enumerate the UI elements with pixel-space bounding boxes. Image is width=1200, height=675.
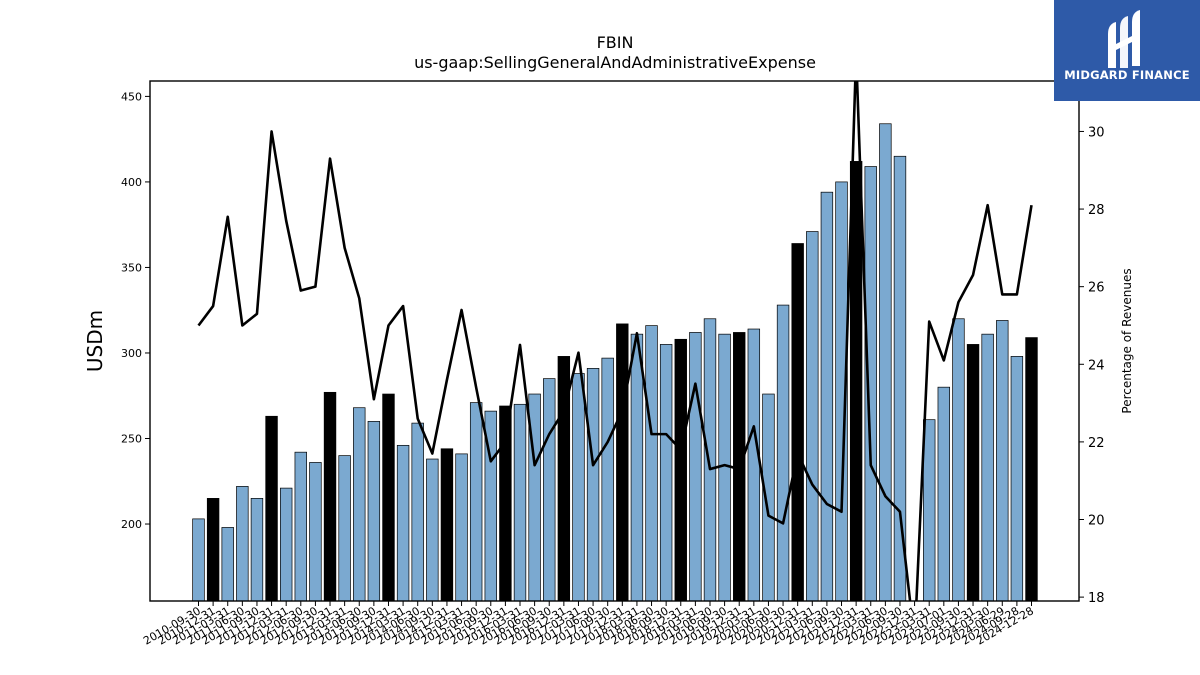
bar [645,325,658,602]
y-tick-label: 200 [121,518,142,531]
brand-logo: MIDGARD FINANCE [1054,0,1200,101]
y2-axis-label: Percentage of Revenues [1120,268,1134,413]
y-axis-label: USDm [83,310,107,372]
bar [937,386,951,602]
bar [469,402,483,602]
bar [206,498,220,602]
bar [455,453,468,602]
bar [323,391,337,602]
bar [776,304,790,602]
bar [981,333,994,602]
bar [879,123,892,602]
bar [396,444,410,602]
bar [572,373,585,602]
y2-tick-label: 26 [1088,281,1105,296]
line-segment [915,203,1033,601]
bar [849,161,863,602]
bar [221,527,234,602]
bar [294,451,307,602]
bar [806,231,819,602]
brand-name: MIDGARD FINANCE [1064,68,1190,82]
bar [250,498,264,602]
bar [338,455,351,602]
bar [279,487,293,602]
bar [265,415,278,602]
y-tick-label: 300 [121,347,142,360]
bar [893,155,907,602]
bar [703,318,717,602]
bar [426,458,439,602]
bar [659,344,673,602]
y2-tick-label: 18 [1088,591,1105,606]
chart-subtitle: us-gaap:SellingGeneralAndAdministrativeE… [414,53,816,72]
y2-tick-label: 20 [1088,514,1105,529]
bar [791,243,804,602]
bar [586,368,600,602]
bar [353,407,366,602]
midgard-logo-icon [1108,10,1140,68]
bar [601,357,614,602]
line-series [197,81,1033,601]
bar [543,378,556,602]
line-segment [197,81,912,601]
bar [1010,356,1024,602]
bar [411,422,424,602]
bar [923,419,936,602]
bar [1025,337,1038,602]
y-tick-label: 250 [121,433,142,446]
bar [689,332,702,602]
y-tick-label: 450 [121,90,142,103]
bar [820,191,834,602]
bar [952,318,965,602]
plot-frame [149,80,1080,602]
y2-tick-label: 24 [1088,358,1105,373]
y2-tick-label: 28 [1088,203,1105,218]
bar [367,421,381,602]
bar [440,448,454,602]
chart-title: FBIN [596,33,634,52]
bar [996,320,1009,602]
bar [382,393,395,602]
bar [236,486,249,602]
bar [630,333,644,602]
bar [747,328,761,602]
y2-tick-label: 22 [1088,436,1105,451]
y-tick-label: 400 [121,176,142,189]
bar [513,403,527,602]
bar [674,338,687,602]
bar [966,344,980,602]
y-tick-label: 350 [121,261,142,274]
y2-tick-label: 30 [1088,125,1105,140]
bar [309,462,322,602]
bar [192,518,205,602]
bar [616,323,629,602]
